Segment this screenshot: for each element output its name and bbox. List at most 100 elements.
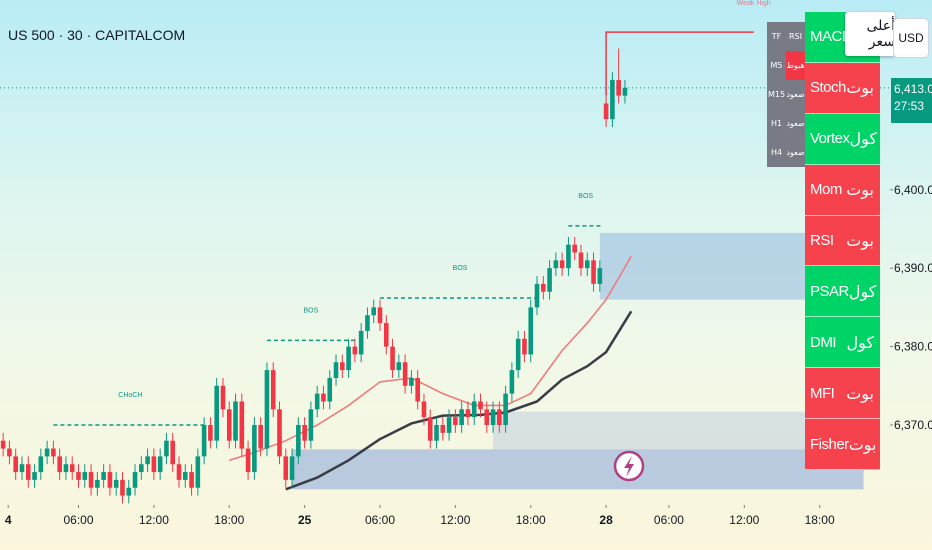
candle-body <box>13 456 19 473</box>
indicator-row: DMI كول <box>805 317 880 369</box>
candle-body <box>497 409 502 426</box>
candle-body <box>126 487 132 496</box>
candle-body <box>32 472 37 480</box>
candle-body <box>182 472 188 480</box>
indicator-name: Stoch <box>810 79 846 97</box>
candle-body <box>38 456 44 473</box>
candle-body <box>189 472 194 488</box>
candle-body <box>69 464 75 473</box>
y-tick-label: 6,380.0 <box>894 340 932 354</box>
candle-body <box>522 338 527 355</box>
candle-body <box>201 425 207 457</box>
candle-body <box>0 440 6 449</box>
candle-body <box>591 260 596 284</box>
candle-body <box>340 362 345 371</box>
indicator-signal: بوت <box>846 78 874 98</box>
candle-body <box>358 330 364 355</box>
candle-body <box>289 456 295 480</box>
candle-body <box>346 346 351 371</box>
tf-table: TF RSI M5 هبوط M15 صعود H1 صعود H4 صعود <box>767 22 805 167</box>
candle-body <box>434 425 439 441</box>
indicator-row: Fisher بوت <box>805 419 880 471</box>
candle-body <box>25 464 31 480</box>
candle-body <box>371 307 377 316</box>
lightning-icon <box>613 450 645 482</box>
candle-body <box>566 244 571 269</box>
y-tick-label: 6,370.0 <box>894 418 932 432</box>
x-tick-label: 12:00 <box>440 513 470 527</box>
candle-body <box>471 401 477 418</box>
candle-body <box>120 479 125 496</box>
indicator-row: Mom بوت <box>805 164 880 216</box>
candle-body <box>264 370 270 449</box>
candle-body <box>365 315 370 331</box>
candle-body <box>195 456 201 488</box>
candle-body <box>402 362 408 386</box>
indicator-signal: كول <box>846 332 874 352</box>
candle-body <box>214 385 219 441</box>
candle-body <box>327 377 333 402</box>
candle-body <box>283 456 289 480</box>
candle-body <box>534 283 540 308</box>
candle-body <box>88 472 94 488</box>
candle-body <box>302 425 307 441</box>
candle-body <box>270 370 276 410</box>
indicator-signal: بوت <box>846 180 874 200</box>
candle-body <box>51 448 56 457</box>
candle-body <box>547 268 552 292</box>
x-tick-label: 12:00 <box>729 513 759 527</box>
candle-body <box>170 440 176 465</box>
candle-body <box>540 283 546 292</box>
candle-body <box>616 79 621 96</box>
tf-row: M15 صعود <box>767 80 805 109</box>
x-tick-label: 18:00 <box>214 513 244 527</box>
indicator-name: Mom <box>810 181 842 199</box>
candle-body <box>145 456 150 465</box>
indicator-name: Fisher <box>810 435 849 453</box>
x-tick-label: 06:00 <box>654 513 684 527</box>
indicator-name: PSAR <box>810 282 849 300</box>
candle-body <box>277 409 282 457</box>
structure-label: BOS <box>453 265 468 272</box>
candle-body <box>503 393 508 426</box>
rsi-cell: صعود <box>786 138 805 167</box>
candle-body <box>478 401 483 410</box>
candle-body <box>572 244 578 253</box>
rsi-cell: صعود <box>786 80 805 109</box>
tf-header-cell: RSI <box>789 32 802 41</box>
indicator-name: Vortex <box>810 130 850 148</box>
candle-body <box>226 409 232 441</box>
candle-body <box>390 346 395 371</box>
candle-body <box>453 417 458 426</box>
tooltip: أعلى سعر <box>845 12 895 56</box>
candle-body <box>76 472 81 480</box>
x-tick-label: 12:00 <box>139 513 169 527</box>
structure-label: BOS <box>578 193 593 200</box>
indicator-row: MFI بوت <box>805 368 880 420</box>
candle-body <box>44 448 50 457</box>
candle-body <box>7 448 12 457</box>
x-tick-label: 06:00 <box>365 513 395 527</box>
candle-body <box>396 362 402 371</box>
zone <box>493 411 864 450</box>
tf-cell: H4 <box>770 148 783 157</box>
rsi-cell: صعود <box>786 109 805 138</box>
structure-label: CHoCH <box>118 392 142 399</box>
currency-button[interactable]: USD <box>893 18 929 58</box>
tf-cell: M5 <box>770 61 783 70</box>
candle-body <box>63 464 69 473</box>
candle-body <box>82 472 88 480</box>
candle-body <box>245 448 251 473</box>
weak-high-line <box>605 31 754 96</box>
last-price-label: 6,413.0 <box>894 81 932 96</box>
candle-body <box>415 377 420 402</box>
candle-body <box>553 260 559 269</box>
candle-body <box>559 260 565 269</box>
indicator-panel: MACD Stoch بوت Vortex كول Mom بوت RSI بوت PSAR كول… <box>805 12 880 471</box>
candle-body <box>101 472 106 480</box>
x-tick-label: 25 <box>298 513 312 527</box>
candle-body <box>484 409 490 426</box>
candle-body <box>446 417 452 433</box>
tf-cell: M15 <box>767 90 786 99</box>
